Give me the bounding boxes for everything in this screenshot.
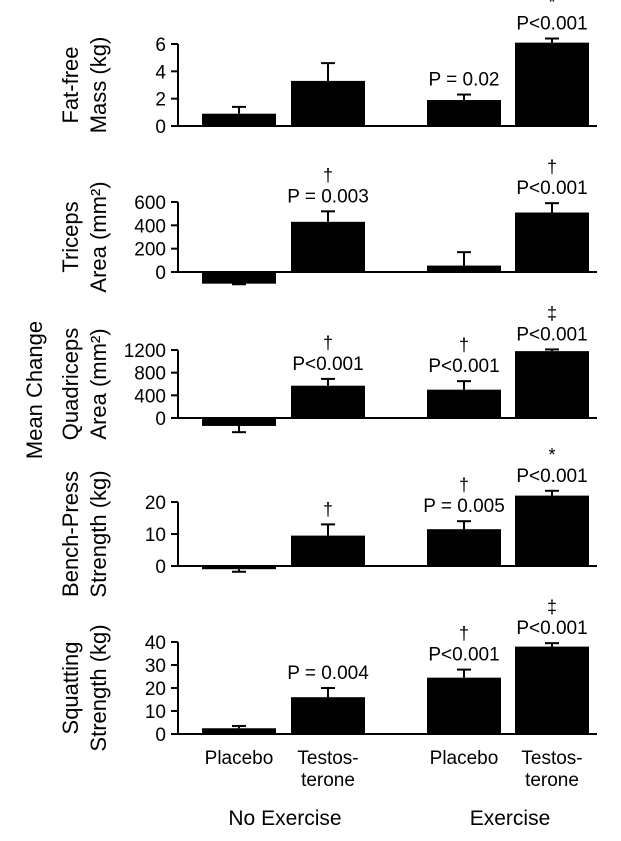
panel-5-p-value-2: P = 0.004	[287, 663, 369, 684]
panel-5-p-value-3: P<0.001	[428, 645, 499, 666]
panel-2-bar-4	[515, 212, 589, 272]
panel-1: Fat-free Mass (kg) 0 2 4 6 P = 0.02 P<0.001*	[58, 0, 597, 138]
panel-3-ylabel-line1: Quadriceps	[58, 328, 83, 441]
panel-1-ylabel-line1: Fat-free	[58, 46, 83, 123]
panel-2-bar-3	[427, 265, 501, 272]
panel-3-ylabel-line2: Area (mm²)	[86, 328, 111, 439]
panel-5-tick-label-40: 40	[145, 633, 166, 654]
panel-2-bar-1	[202, 272, 276, 284]
panel-4-bar-1	[202, 566, 276, 570]
panel-2-tick-label-600: 600	[134, 193, 166, 214]
panel-4-p-value-4: P<0.001	[516, 466, 587, 487]
panel-4-tick-label-20: 20	[145, 493, 166, 514]
panel-3-significance-mark-3: †	[459, 335, 469, 355]
panel-4-ylabel-line2: Strength (kg)	[86, 470, 111, 597]
panel-2-bar-2	[291, 221, 365, 272]
panel-1-bar-1	[202, 113, 276, 126]
panel-4-ylabel-line1: Bench-Press	[58, 471, 83, 597]
category-label-2-line1: Testos-	[297, 748, 358, 769]
panel-5-tick-label-10: 10	[145, 702, 166, 723]
panel-3-bar-4	[515, 351, 589, 418]
panel-1-bar-3	[427, 100, 501, 126]
panel-3-tick-label-400: 400	[134, 386, 166, 407]
panel-3-p-value-3: P<0.001	[428, 356, 499, 377]
category-label-1-line1: Placebo	[205, 748, 274, 769]
panel-5-significance-mark-4: ‡	[547, 597, 557, 617]
panel-3-tick-label-0: 0	[155, 409, 166, 430]
panel-1-significance-mark-4: *	[548, 0, 555, 13]
panel-1-tick-label-0: 0	[155, 117, 166, 138]
panel-4-significance-mark-4: *	[548, 445, 555, 465]
panel-2-tick-label-0: 0	[155, 263, 166, 284]
panel-2-tick-label-400: 400	[134, 216, 166, 237]
panel-3-p-value-4: P<0.001	[516, 324, 587, 345]
panel-5-bar-2	[291, 697, 365, 734]
panel-4-tick-label-10: 10	[145, 525, 166, 546]
category-label-2-line2: terone	[301, 770, 355, 791]
panel-5-bar-3	[427, 677, 501, 734]
panel-3: Quadriceps Area (mm²) 04008001200P<0.001†P…	[58, 303, 597, 440]
panel-1-tick-label-2: 2	[155, 90, 166, 111]
panel-5-significance-mark-3: †	[459, 624, 469, 644]
category-label-4-line2: terone	[525, 770, 579, 791]
panel-5-ylabel-line2: Strength (kg)	[86, 624, 111, 751]
panel-3-bar-2	[291, 385, 365, 418]
panel-2-p-value-4: P<0.001	[516, 178, 587, 199]
panel-5-p-value-4: P<0.001	[516, 618, 587, 639]
panel-1-tick-label-4: 4	[155, 62, 166, 83]
panel-1-tick-label-6: 6	[155, 35, 166, 56]
panel-5-tick-label-0: 0	[155, 725, 166, 746]
panel-3-p-value-2: P<0.001	[292, 354, 363, 375]
panel-5-bar-1	[202, 728, 276, 734]
category-label-3-line1: Placebo	[430, 748, 499, 769]
panel-1-ylabel-line2: Mass (kg)	[86, 37, 111, 134]
panel-5-tick-label-30: 30	[145, 656, 166, 677]
panel-3-significance-mark-2: †	[323, 333, 333, 353]
panel-4-p-value-3: P = 0.005	[423, 496, 505, 517]
panel-2-ylabel-line2: Area (mm²)	[86, 181, 111, 292]
panel-5-ylabel-line1: Squatting	[58, 642, 83, 735]
panel-4-bar-3	[427, 529, 501, 566]
panel-5-tick-label-20: 20	[145, 679, 166, 700]
panel-3-tick-label-1200: 1200	[124, 341, 166, 362]
panel-4-bar-2	[291, 535, 365, 566]
group-label-no-exercise: No Exercise	[228, 807, 341, 830]
y-axis-common-label: Mean Change	[22, 321, 47, 459]
panel-4-significance-mark-2: †	[323, 499, 333, 519]
panel-2-significance-mark-2: †	[323, 165, 333, 185]
panel-1-bar-4	[515, 42, 589, 127]
panel-4-tick-label-0: 0	[155, 557, 166, 578]
panel-3-bar-3	[427, 389, 501, 418]
panel-2-p-value-2: P = 0.003	[287, 186, 369, 207]
panel-3-significance-mark-4: ‡	[547, 303, 557, 323]
panel-4-bar-4	[515, 495, 589, 566]
panel-3-tick-label-800: 800	[134, 364, 166, 385]
category-label-4-line1: Testos-	[521, 748, 582, 769]
panel-5-bar-4	[515, 646, 589, 734]
panel-2-tick-label-200: 200	[134, 240, 166, 261]
panel-4-significance-mark-3: †	[459, 475, 469, 495]
panel-3-bar-1	[202, 418, 276, 426]
panel-2-significance-mark-4: †	[547, 157, 557, 177]
panel-1-p-value-4: P<0.001	[516, 14, 587, 35]
group-label-exercise: Exercise	[470, 807, 551, 830]
panel-1-p-value-3: P = 0.02	[429, 70, 500, 91]
panel-1-bar-2	[291, 80, 365, 126]
panel-2-ylabel-line1: Triceps	[58, 201, 83, 272]
